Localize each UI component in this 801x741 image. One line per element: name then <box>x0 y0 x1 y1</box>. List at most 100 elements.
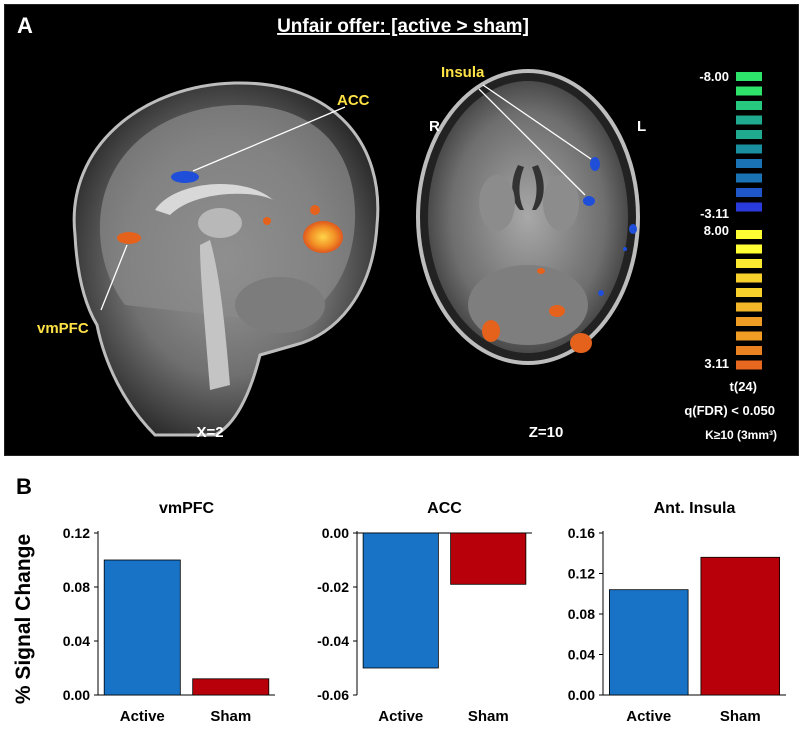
posterior-activation <box>303 221 343 253</box>
sagittal-coord-label: X=2 <box>196 424 223 441</box>
colorbar-cluster: K≥10 (3mm³) <box>705 428 777 442</box>
colorbar-threshold: q(FDR) < 0.050 <box>684 403 775 418</box>
y-tick-label: 0.08 <box>63 579 90 595</box>
axial-coord-label: Z=10 <box>529 424 564 441</box>
axial-side-right: R <box>429 118 440 135</box>
axial-slice: Insula R L Z=10 <box>416 64 646 441</box>
y-tick-label: -0.06 <box>317 687 349 703</box>
colorbar-swatch-positive <box>736 273 762 283</box>
chart-2: Ant. Insula 0.00 0.04 0.08 0.12 0.16 Active Sha… <box>568 500 786 725</box>
acc-pointer <box>192 106 346 172</box>
bar-charts: vmPFC 0.00 0.04 0.08 0.12 Active Sham ACC -0.06 -… <box>63 500 786 725</box>
x-tick-label: Active <box>120 708 165 725</box>
bar-sham <box>192 678 270 696</box>
colorbar-swatch-positive <box>736 331 762 341</box>
colorbar-swatch-positive <box>736 244 762 254</box>
colorbar-swatch-negative <box>736 188 762 197</box>
panel-a-image: A Unfair offer: [active > sham] ACC vmPF… <box>17 13 777 442</box>
axial-orange-spot-c <box>570 333 592 353</box>
axial-ventricle-left <box>512 165 524 210</box>
y-tick-label: -0.04 <box>317 633 349 649</box>
sagittal-brainstem <box>200 240 230 390</box>
chart-title: Ant. Insula <box>654 500 736 517</box>
y-tick-label: 0.00 <box>63 687 90 703</box>
insula-label: Insula <box>441 64 485 81</box>
colorbar-swatch-negative <box>736 173 762 183</box>
acc-activation <box>171 171 199 183</box>
y-tick-label: 0.12 <box>568 566 595 582</box>
colorbar-stat: t(24) <box>730 379 757 394</box>
insula-pointer-2 <box>478 88 586 196</box>
colorbar-swatch-negative <box>736 202 762 212</box>
colorbar-swatch-negative <box>736 72 762 81</box>
colorbar-swatch-positive <box>736 288 762 297</box>
vmpfc-pointer <box>100 244 128 311</box>
chart-0: vmPFC 0.00 0.04 0.08 0.12 Active Sham <box>63 500 275 725</box>
colorbar-swatch-negative <box>736 86 762 96</box>
axial-basal-ganglia-r <box>543 175 579 231</box>
y-tick-label: 0.04 <box>568 647 595 663</box>
insula-activation-lower <box>583 196 595 206</box>
y-tick-label: 0.00 <box>568 687 595 703</box>
axial-side-left: L <box>637 118 646 135</box>
insula-activation-upper <box>590 157 600 171</box>
y-tick-label: 0.16 <box>568 525 595 541</box>
bar-active <box>609 589 689 696</box>
x-tick-label: Sham <box>210 708 251 725</box>
x-tick-label: Sham <box>468 708 509 725</box>
x-tick-label: Active <box>626 708 671 725</box>
x-tick-label: Sham <box>720 708 761 725</box>
colorbar-swatch-positive <box>736 360 762 370</box>
colorbar-swatch-negative <box>736 159 762 168</box>
colorbar-swatch-negative <box>736 115 762 125</box>
y-axis-label: % Signal Change <box>12 534 35 704</box>
colorbar-negative <box>736 72 762 212</box>
panel-b-charts: B % Signal Change vmPFC0.000.040.080.12A… <box>12 474 786 725</box>
panel-a-title: Unfair offer: [active > sham] <box>277 16 529 37</box>
x-tick-label: Active <box>378 708 423 725</box>
y-tick-label: 0.04 <box>63 633 90 649</box>
sagittal-thalamus <box>198 208 242 238</box>
vmpfc-activation <box>117 232 141 244</box>
colorbar-swatch-positive <box>736 302 762 312</box>
posterior-activation-small <box>310 205 320 215</box>
colorbar-swatch-positive <box>736 346 762 355</box>
bar-sham <box>450 532 527 585</box>
colorbar-swatch-positive <box>736 317 762 326</box>
y-tick-label: 0.08 <box>568 606 595 622</box>
colorbar: -8.00 -3.11 8.00 3.11 t(24) q(FDR) < 0.0… <box>684 69 777 442</box>
axial-basal-ganglia-l <box>479 175 515 231</box>
colorbar-swatch-negative <box>736 130 762 139</box>
colorbar-swatch-negative <box>736 101 762 110</box>
sagittal-cerebellum <box>235 277 325 333</box>
axial-blue-spot-a <box>629 224 637 234</box>
axial-blue-spot-c <box>623 247 627 251</box>
chart-title: vmPFC <box>159 500 215 517</box>
axial-orange-spot-d <box>537 268 545 274</box>
midline-activation <box>263 217 271 225</box>
panel-b-label: B <box>16 474 32 499</box>
axial-ventricle-right <box>532 165 544 210</box>
y-tick-label: 0.12 <box>63 525 90 541</box>
axial-blue-spot-b <box>598 290 604 296</box>
colorbar-swatch-positive <box>736 230 762 239</box>
axial-orange-spot-b <box>549 305 565 317</box>
chart-title: ACC <box>427 500 462 517</box>
sagittal-slice: ACC vmPFC X=2 <box>37 81 380 441</box>
chart-1: ACC -0.06 -0.04 -0.02 0.00 Active Sham <box>317 500 532 725</box>
colorbar-neg-max: -8.00 <box>699 69 729 84</box>
vmpfc-label: vmPFC <box>37 320 89 337</box>
panel-a: A Unfair offer: [active > sham] ACC vmPF… <box>4 4 799 456</box>
y-tick-label: 0.00 <box>322 525 349 541</box>
bar-active <box>362 532 439 669</box>
acc-label: ACC <box>337 92 370 109</box>
colorbar-swatch-negative <box>736 144 762 154</box>
colorbar-neg-min: -3.11 <box>700 206 729 221</box>
bar-sham <box>700 556 780 696</box>
insula-pointer-1 <box>482 84 592 160</box>
axial-orange-spot-a <box>482 320 500 342</box>
y-tick-label: -0.02 <box>317 579 349 595</box>
panel-b: B % Signal Change vmPFC 0.00 0.04 0.08 0.12 A… <box>4 456 797 736</box>
panel-a-label: A <box>17 13 33 38</box>
